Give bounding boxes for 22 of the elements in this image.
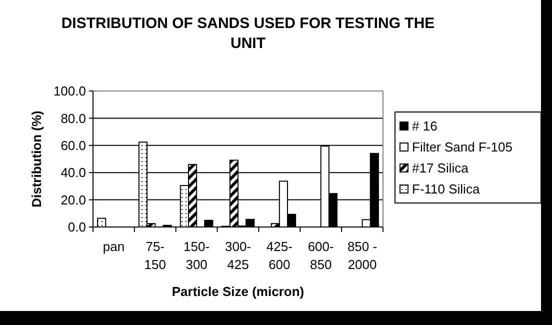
x-tick-label: 75-150: [144, 239, 166, 272]
legend-label: Filter Sand F-105: [412, 140, 512, 155]
legend-label: F-110 Silica: [412, 182, 480, 197]
y-tick-label: 0.0: [68, 220, 86, 235]
x-tick-label: 150-300: [184, 239, 210, 272]
x-tick-label: 600-850: [308, 239, 334, 272]
legend-label: #17 Silica: [412, 160, 470, 176]
y-tick-label: 40.0: [60, 165, 86, 180]
y-tick-label: 80.0: [60, 110, 86, 126]
x-tick-label: 850 - 2000: [347, 239, 378, 272]
y-axis-title: Distribution (%): [29, 110, 44, 208]
bar: [204, 220, 214, 228]
x-axis-title: Particle Size (micron): [172, 284, 304, 299]
x-tick-label: 300-425: [224, 239, 252, 272]
bar: [97, 218, 106, 228]
x-tick-label: pan: [102, 239, 125, 254]
y-tick-label: 20.0: [60, 192, 86, 208]
y-tick-label: 60.0: [60, 138, 86, 153]
chart-title: DISTRIBUTION OF SANDS USED FOR TESTING THE UNIT: [61, 15, 435, 52]
y-tick-label: 100.0: [53, 84, 86, 99]
x-tick-label: 425-600: [266, 239, 292, 272]
legend-label: # 16: [412, 118, 438, 134]
